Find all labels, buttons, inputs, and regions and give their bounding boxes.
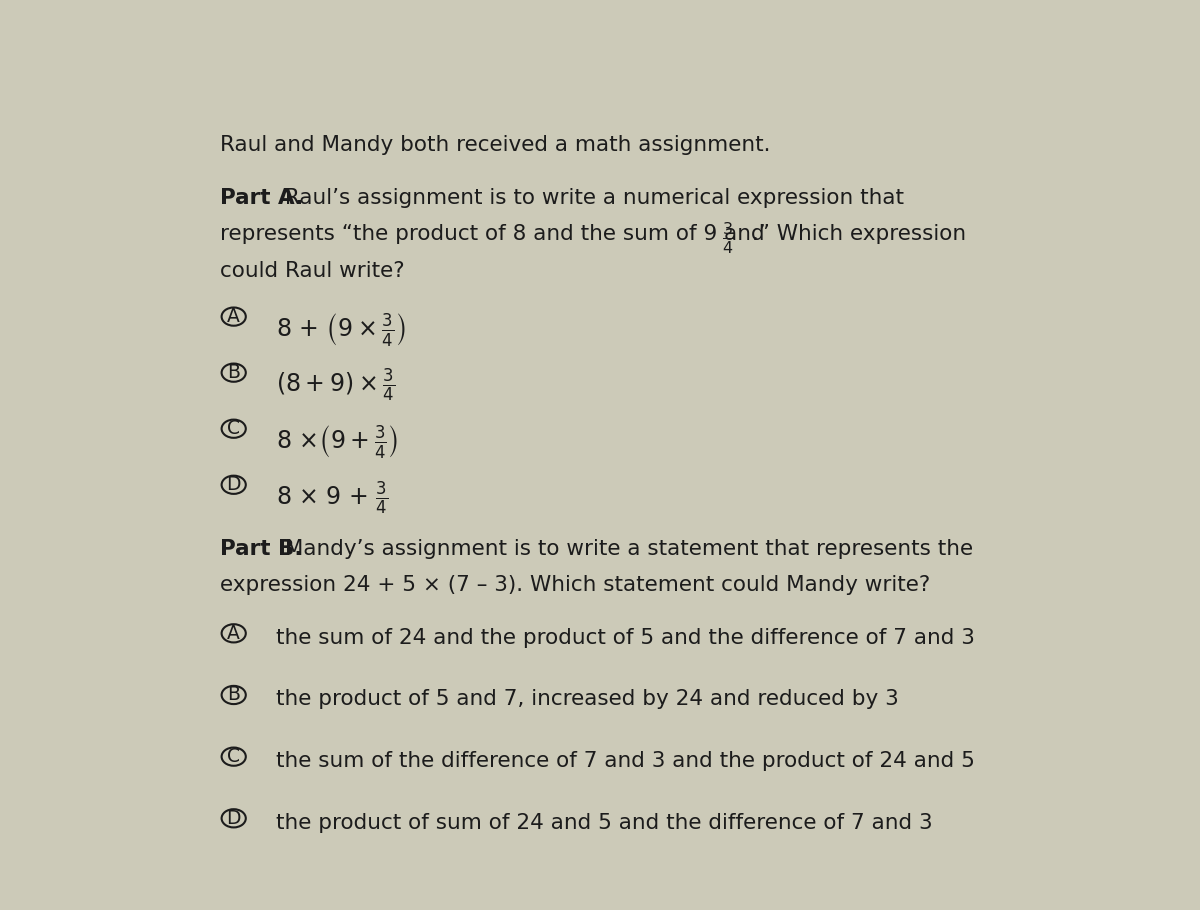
Text: C: C (227, 747, 240, 766)
Text: Raul and Mandy both received a math assignment.: Raul and Mandy both received a math assi… (220, 135, 770, 155)
Text: the product of 5 and 7, increased by 24 and reduced by 3: the product of 5 and 7, increased by 24 … (276, 690, 899, 710)
Text: 8 $\times \left(9 + \frac{3}{4}\right)$: 8 $\times \left(9 + \frac{3}{4}\right)$ (276, 423, 398, 460)
Text: $(8 + 9) \times \frac{3}{4}$: $(8 + 9) \times \frac{3}{4}$ (276, 367, 395, 404)
Text: A: A (227, 624, 240, 642)
Text: B: B (227, 685, 240, 704)
Text: C: C (227, 420, 240, 439)
Text: Part A.: Part A. (220, 187, 302, 207)
Text: expression 24 + 5 × (7 – 3). Which statement could Mandy write?: expression 24 + 5 × (7 – 3). Which state… (220, 575, 930, 595)
Text: the product of sum of 24 and 5 and the difference of 7 and 3: the product of sum of 24 and 5 and the d… (276, 813, 932, 833)
Text: 8 $\times$ 9 + $\frac{3}{4}$: 8 $\times$ 9 + $\frac{3}{4}$ (276, 480, 388, 517)
Text: Raul’s assignment is to write a numerical expression that: Raul’s assignment is to write a numerica… (278, 187, 905, 207)
Text: B: B (227, 363, 240, 382)
Text: Mandy’s assignment is to write a statement that represents the: Mandy’s assignment is to write a stateme… (278, 539, 973, 559)
Text: D: D (227, 475, 241, 494)
Text: Part B.: Part B. (220, 539, 302, 559)
Text: D: D (227, 809, 241, 828)
Text: .” Which expression: .” Which expression (751, 224, 966, 244)
Text: represents “the product of 8 and the sum of 9 and: represents “the product of 8 and the sum… (220, 224, 772, 244)
Text: the sum of 24 and the product of 5 and the difference of 7 and 3: the sum of 24 and the product of 5 and t… (276, 628, 974, 648)
Text: the sum of the difference of 7 and 3 and the product of 24 and 5: the sum of the difference of 7 and 3 and… (276, 751, 974, 771)
Text: 8 + $\left(9 \times \frac{3}{4}\right)$: 8 + $\left(9 \times \frac{3}{4}\right)$ (276, 311, 406, 348)
Text: $\frac{3}{4}$: $\frac{3}{4}$ (722, 220, 734, 256)
Text: could Raul write?: could Raul write? (220, 260, 404, 280)
Text: A: A (227, 307, 240, 326)
